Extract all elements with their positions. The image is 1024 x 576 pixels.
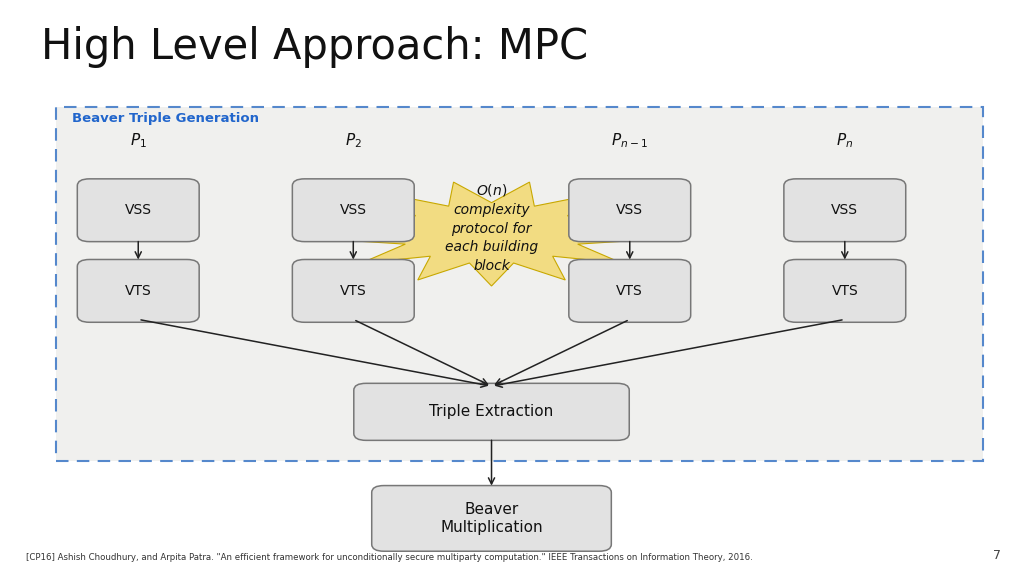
Text: $P_2$: $P_2$ (345, 132, 361, 150)
FancyBboxPatch shape (569, 179, 690, 242)
FancyBboxPatch shape (78, 259, 199, 323)
Text: [CP16] Ashish Choudhury, and Arpita Patra. "An efficient framework for unconditi: [CP16] Ashish Choudhury, and Arpita Patr… (26, 552, 753, 562)
FancyBboxPatch shape (293, 259, 414, 323)
Text: VTS: VTS (340, 284, 367, 298)
Text: VTS: VTS (125, 284, 152, 298)
Text: Beaver
Multiplication: Beaver Multiplication (440, 502, 543, 535)
FancyBboxPatch shape (354, 384, 629, 441)
Text: $P_1$: $P_1$ (130, 132, 146, 150)
Text: VSS: VSS (125, 203, 152, 217)
Text: $P_n$: $P_n$ (837, 132, 853, 150)
FancyBboxPatch shape (293, 179, 414, 242)
Text: $O(n)$
complexity
protocol for
each building
block: $O(n)$ complexity protocol for each buil… (445, 181, 538, 274)
Text: 7: 7 (993, 548, 1001, 562)
Text: Beaver Triple Generation: Beaver Triple Generation (72, 112, 259, 126)
Bar (56, 107, 983, 461)
FancyBboxPatch shape (78, 179, 199, 242)
Text: VSS: VSS (340, 203, 367, 217)
FancyBboxPatch shape (372, 486, 611, 551)
Text: $P_{n-1}$: $P_{n-1}$ (611, 132, 648, 150)
Text: VTS: VTS (616, 284, 643, 298)
Text: High Level Approach: MPC: High Level Approach: MPC (41, 26, 588, 68)
Text: VSS: VSS (831, 203, 858, 217)
FancyBboxPatch shape (569, 259, 690, 323)
Text: Triple Extraction: Triple Extraction (429, 404, 554, 419)
FancyBboxPatch shape (784, 259, 905, 323)
FancyBboxPatch shape (784, 179, 905, 242)
Polygon shape (334, 182, 649, 286)
Text: VSS: VSS (616, 203, 643, 217)
Text: VTS: VTS (831, 284, 858, 298)
